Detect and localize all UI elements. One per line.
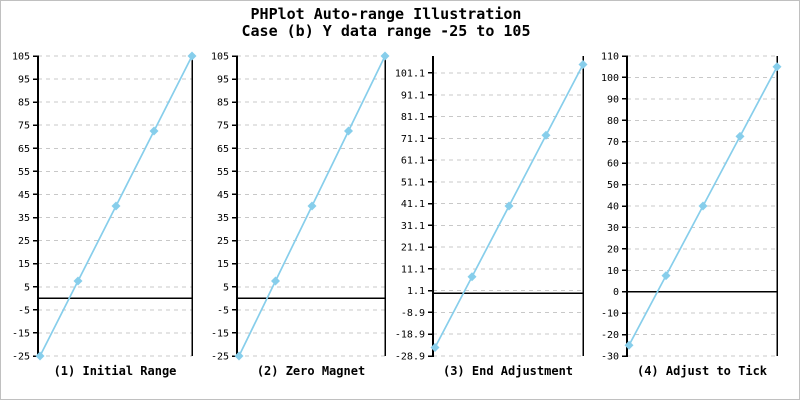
y-tick-label: -25 [12, 352, 30, 363]
data-point-marker [661, 271, 671, 281]
y-tick-label: -30 [601, 352, 619, 363]
y-tick-label: 105 [12, 52, 30, 63]
y-tick-label: 65 [18, 144, 30, 155]
data-point-marker [541, 130, 551, 140]
data-point-marker [344, 126, 353, 136]
y-tick-label: 91.1 [401, 90, 425, 101]
y-tick-label: 90 [607, 94, 619, 105]
y-tick-label: 81.1 [401, 112, 425, 123]
data-point-marker [271, 276, 280, 286]
data-point-marker [698, 201, 708, 211]
y-tick-label: 70 [607, 137, 619, 148]
y-tick-label: 101.1 [395, 68, 425, 79]
panel-1: -25 -15 -5 5 15 25 35 45 55 65 75 85 95 105 (1) Initia… [12, 51, 197, 378]
panel-caption: (2) Zero Magnet [257, 364, 365, 378]
panel-caption: (1) Initial Range [54, 364, 177, 378]
panel-4: -30 -20 -10 0 10 20 30 40 50 60 70 80 90 100 110 (4) Ad… [601, 52, 782, 378]
y-tick-label: 71.1 [401, 134, 425, 145]
data-point-marker [380, 51, 390, 61]
data-point-marker [772, 62, 782, 72]
data-point-marker [430, 343, 440, 353]
data-point-marker [234, 351, 244, 361]
panel-2: -25 -15 -5 5 15 25 35 45 55 65 75 85 95 105 (2) Zero M… [211, 51, 390, 378]
panel-3: -28.9 -18.9 -8.9 1.1 11.1 21.1 31.1 41.1 51.1 61.… [395, 56, 588, 378]
y-tick-label: 100 [601, 73, 619, 84]
y-tick-label: -15 [211, 328, 229, 339]
y-tick-label: 20 [607, 244, 619, 255]
y-tick-label: 95 [217, 75, 229, 86]
y-tick-label: -25 [211, 352, 229, 363]
y-tick-label: 50 [607, 180, 619, 191]
y-tick-label: 11.1 [401, 264, 425, 275]
y-tick-label: 25 [217, 236, 229, 247]
y-tick-label: 65 [217, 144, 229, 155]
y-tick-label: -15 [12, 328, 30, 339]
y-tick-label: -8.9 [401, 308, 425, 319]
y-tick-label: 45 [18, 190, 30, 201]
data-point-marker [35, 351, 45, 361]
chart-title: PHPlot Auto-range Illustration [250, 5, 522, 23]
y-tick-label: -5 [217, 305, 229, 316]
y-tick-label: 80 [607, 116, 619, 127]
panel-caption: (4) Adjust to Tick [637, 364, 768, 378]
data-point-marker [735, 131, 745, 141]
y-tick-label: 10 [607, 266, 619, 277]
y-tick-label: 85 [18, 98, 30, 109]
chart-subtitle: Case (b) Y data range -25 to 105 [241, 22, 531, 40]
data-point-marker [111, 201, 121, 211]
y-tick-label: -5 [18, 305, 30, 316]
y-tick-label: 35 [18, 213, 30, 224]
y-tick-label: 41.1 [401, 199, 425, 210]
chart-title-block: PHPlot Auto-range Illustration Case (b) … [1, 6, 771, 40]
y-tick-label: -20 [601, 330, 619, 341]
y-tick-label: 75 [217, 121, 229, 132]
data-point-marker [467, 272, 477, 282]
y-tick-label: 55 [18, 167, 30, 178]
y-tick-label: 60 [607, 159, 619, 170]
y-tick-label: 35 [217, 213, 229, 224]
y-tick-label: 0 [613, 287, 619, 298]
data-point-marker [73, 276, 83, 286]
y-tick-label: 110 [601, 52, 619, 63]
y-tick-label: 40 [607, 202, 619, 213]
y-tick-label: 30 [607, 223, 619, 234]
panel-caption: (3) End Adjustment [443, 364, 573, 378]
y-tick-label: 85 [217, 98, 229, 109]
y-tick-label: 95 [18, 75, 30, 86]
y-tick-label: 1.1 [407, 286, 425, 297]
data-point-marker [504, 201, 514, 211]
y-tick-label: 25 [18, 236, 30, 247]
y-tick-label: 21.1 [401, 243, 425, 254]
data-point-marker [624, 340, 634, 350]
y-tick-label: 5 [223, 282, 229, 293]
y-tick-label: 31.1 [401, 221, 425, 232]
y-tick-label: 5 [24, 282, 30, 293]
y-tick-label: -10 [601, 309, 619, 320]
y-tick-label: 15 [217, 259, 229, 270]
y-tick-label: 105 [211, 52, 229, 63]
data-point-marker [187, 51, 197, 61]
data-point-marker [578, 59, 588, 69]
data-point-marker [307, 201, 317, 211]
y-tick-label: 45 [217, 190, 229, 201]
y-tick-label: 61.1 [401, 156, 425, 167]
y-tick-label: -18.9 [395, 330, 425, 341]
data-point-marker [149, 126, 159, 136]
y-tick-label: 51.1 [401, 177, 425, 188]
y-tick-label: 15 [18, 259, 30, 270]
y-tick-label: -28.9 [395, 352, 425, 363]
y-tick-label: 55 [217, 167, 229, 178]
y-tick-label: 75 [18, 121, 30, 132]
